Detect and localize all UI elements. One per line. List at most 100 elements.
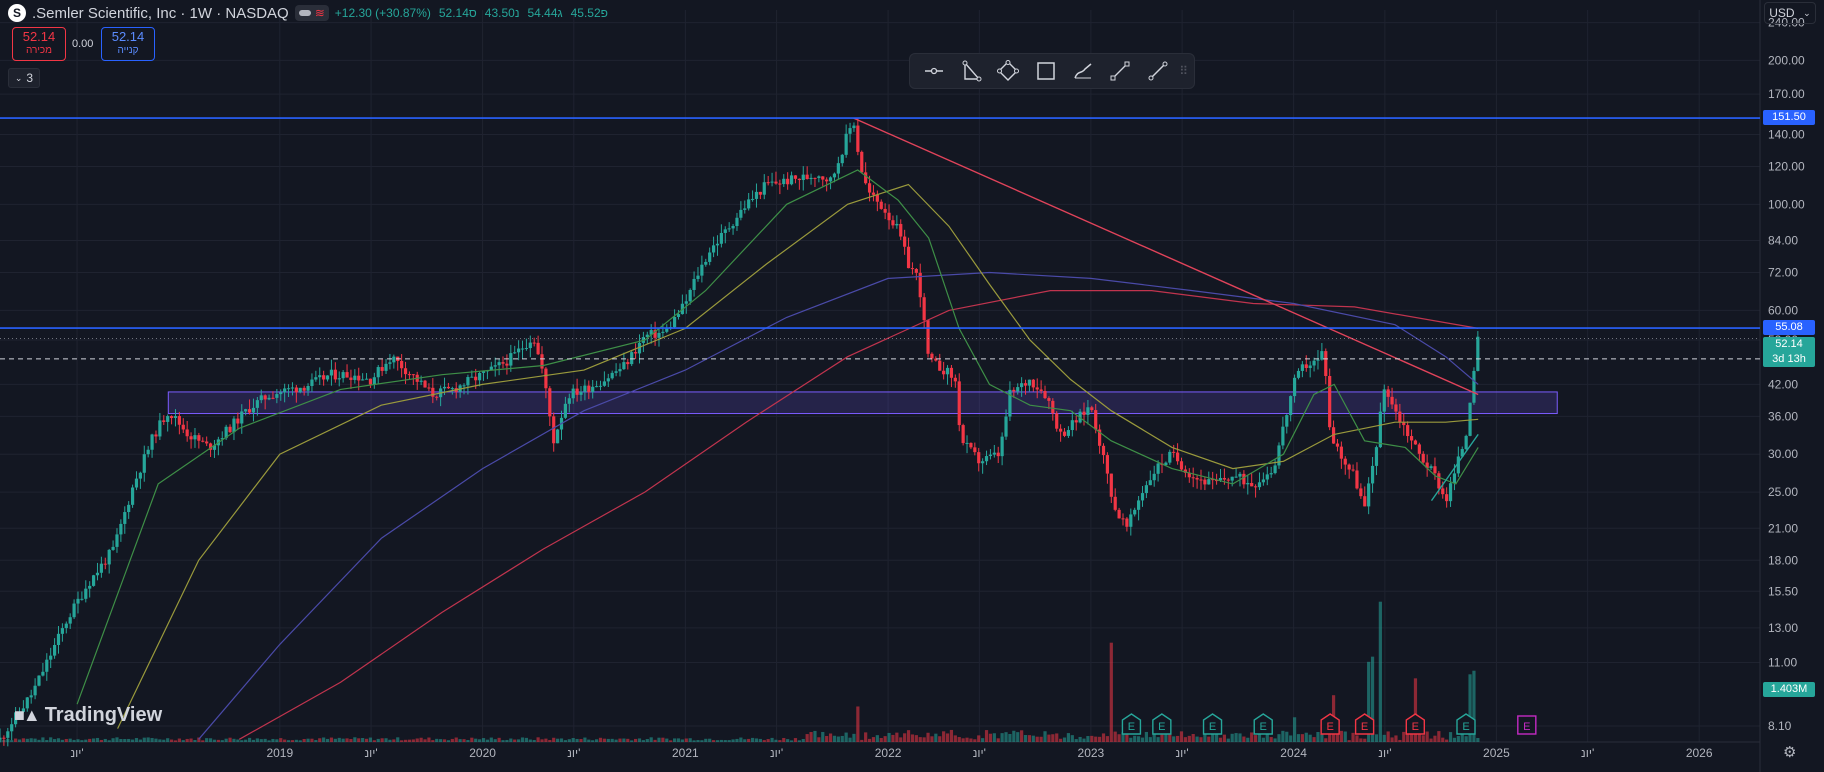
- volume-bar: [1390, 737, 1394, 742]
- candle-body: [41, 671, 45, 676]
- candle-body: [899, 223, 903, 237]
- candle-body: [1370, 465, 1375, 484]
- volume-bar: [559, 738, 564, 742]
- candle-body: [392, 356, 396, 363]
- volume-bar: [1320, 733, 1324, 742]
- volume-bar: [466, 739, 470, 742]
- candle-body: [21, 708, 25, 712]
- candle-body: [322, 375, 326, 380]
- volume-bar: [743, 739, 747, 742]
- candle-body: [1316, 359, 1320, 361]
- volume-bar: [774, 739, 778, 742]
- volume-bar: [637, 738, 642, 742]
- low-value: 43.50נ: [484, 6, 520, 20]
- candle-body: [793, 175, 798, 179]
- volume-bar: [400, 740, 404, 742]
- candle-body: [1226, 479, 1230, 481]
- candle-body: [388, 362, 392, 364]
- rectangle-icon[interactable]: [1030, 57, 1061, 85]
- volume-bar: [583, 737, 587, 742]
- volume-bar: [95, 737, 100, 742]
- volume-bar: [310, 738, 314, 742]
- candle-body: [996, 452, 1000, 457]
- volume-bar: [782, 737, 786, 742]
- currency-label: USD: [1769, 6, 1795, 20]
- candle-body: [645, 334, 649, 338]
- x-tick-label: יונ': [1176, 746, 1189, 760]
- visibility-toggle[interactable]: ≋: [294, 5, 329, 21]
- volume-bar: [786, 739, 790, 742]
- trendline-icon[interactable]: [1142, 57, 1173, 85]
- gear-icon[interactable]: ⚙: [1783, 744, 1797, 761]
- x-tick-label: 2022: [875, 746, 902, 760]
- candle-body: [1117, 509, 1121, 519]
- rotated-rectangle-icon[interactable]: [993, 57, 1024, 85]
- candle-body: [922, 297, 926, 321]
- volume-bar: [205, 738, 209, 742]
- candle-body: [1101, 445, 1106, 456]
- volume-bar: [1265, 731, 1269, 742]
- volume-bar: [1226, 738, 1230, 742]
- candle-body: [146, 449, 150, 455]
- candle-body: [37, 675, 41, 686]
- volume-bar: [275, 739, 279, 742]
- candle-body: [478, 372, 482, 381]
- currency-selector[interactable]: USD ⌄: [1764, 2, 1816, 24]
- candle-body: [622, 362, 626, 370]
- volume-bar: [244, 739, 248, 742]
- candle-body: [1008, 389, 1012, 417]
- candle-body: [942, 370, 946, 375]
- y-tick-label: 72.00: [1768, 266, 1798, 280]
- volume-bar: [825, 736, 829, 742]
- volume-bar: [973, 739, 977, 742]
- volume-bar: [1113, 731, 1117, 742]
- drag-handle-icon[interactable]: ⠿: [1179, 64, 1188, 78]
- candle-body: [633, 352, 638, 354]
- volume-bar: [286, 740, 291, 742]
- volume-bar: [591, 740, 595, 742]
- indicators-collapse-button[interactable]: ⌄ 3: [8, 68, 40, 88]
- candle-body: [719, 232, 723, 244]
- level-tag-151[interactable]: 151.50: [1763, 110, 1815, 126]
- candle-body: [267, 397, 271, 400]
- symbol-title[interactable]: .Semler Scientific, Inc · 1W · NASDAQ: [32, 4, 289, 22]
- candle-body: [1059, 428, 1063, 432]
- x-tick-label: 2023: [1078, 746, 1105, 760]
- buy-button[interactable]: 52.14 קנייה: [101, 27, 155, 61]
- candle-body: [949, 367, 954, 378]
- candle-body: [1039, 389, 1043, 391]
- triangle-pattern-icon[interactable]: [955, 57, 986, 85]
- candle-body: [419, 380, 423, 382]
- volume-bar: [1230, 733, 1234, 742]
- volume-bar: [770, 737, 774, 742]
- earnings-label: E: [1326, 721, 1333, 733]
- volume-bar: [867, 738, 872, 742]
- candle-body: [984, 456, 989, 462]
- last-price: 52.14: [1775, 338, 1803, 351]
- volume-bar: [1004, 732, 1008, 742]
- candle-body: [1320, 351, 1324, 360]
- horizontal-line-icon[interactable]: [918, 57, 949, 85]
- candle-body: [754, 191, 759, 199]
- candle-body: [540, 354, 544, 369]
- close-value: 52.14ס: [438, 6, 477, 20]
- brush-icon[interactable]: [1067, 57, 1098, 85]
- candle-body: [762, 182, 766, 195]
- wave-icon[interactable]: ≋: [314, 6, 325, 20]
- eye-icon[interactable]: [298, 10, 311, 16]
- earnings-label: E: [1462, 721, 1469, 733]
- candle-body: [193, 435, 197, 440]
- volume-bar: [723, 740, 727, 742]
- path-icon[interactable]: [1105, 57, 1136, 85]
- level-tag-55[interactable]: 55.08: [1763, 320, 1815, 336]
- y-tick-label: 13.00: [1768, 621, 1798, 635]
- volume-bar: [988, 733, 993, 742]
- volume-bar: [306, 738, 310, 742]
- candle-body: [1324, 351, 1328, 376]
- volume-bar: [1386, 731, 1390, 742]
- candle-body: [1409, 436, 1414, 441]
- candle-body: [1343, 458, 1347, 465]
- volume-bar: [1055, 733, 1059, 742]
- sell-button[interactable]: 52.14 מכירה: [12, 27, 66, 61]
